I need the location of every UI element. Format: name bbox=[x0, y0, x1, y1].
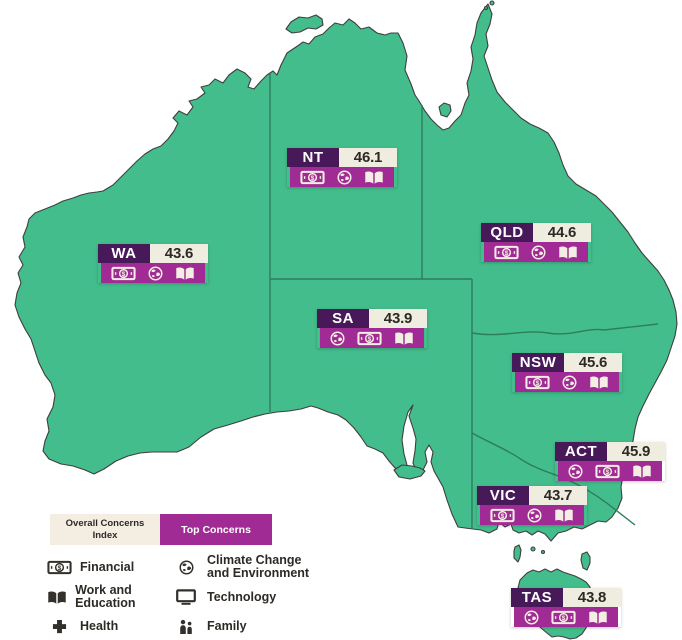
legend-header: Overall Concerns Index Top Concerns bbox=[50, 514, 272, 545]
technology-icon bbox=[176, 589, 196, 605]
work-education-icon bbox=[175, 266, 195, 281]
financial-icon bbox=[300, 170, 325, 185]
state-abbrev: NT bbox=[287, 148, 339, 167]
state-abbrev: ACT bbox=[555, 442, 607, 461]
health-icon bbox=[52, 619, 67, 634]
legend-item-label: Financial bbox=[80, 559, 135, 574]
state-label-tas: TAS 43.8 bbox=[511, 588, 621, 627]
state-label-nsw: NSW 45.6 bbox=[512, 353, 622, 392]
financial-icon bbox=[490, 508, 515, 523]
financial-icon bbox=[595, 464, 620, 479]
state-label-nt: NT 46.1 bbox=[287, 148, 397, 187]
climate-icon bbox=[148, 266, 163, 281]
concerns-index-value: 46.1 bbox=[339, 148, 397, 167]
climate-icon bbox=[562, 375, 577, 390]
small-islands bbox=[285, 0, 591, 571]
work-education-icon bbox=[394, 331, 414, 346]
state-abbrev: VIC bbox=[477, 486, 529, 505]
state-abbrev: TAS bbox=[511, 588, 563, 607]
mainland-path bbox=[14, 3, 678, 542]
legend-index-box: Overall Concerns Index bbox=[50, 514, 160, 545]
work-education-icon bbox=[364, 170, 384, 185]
financial-icon bbox=[111, 266, 136, 281]
climate-icon bbox=[330, 331, 345, 346]
state-abbrev: SA bbox=[317, 309, 369, 328]
family-icon bbox=[178, 619, 194, 635]
state-abbrev: WA bbox=[98, 244, 150, 263]
financial-icon bbox=[551, 610, 576, 625]
work-education-icon bbox=[588, 610, 608, 625]
work-education-icon bbox=[632, 464, 652, 479]
concerns-index-value: 43.7 bbox=[529, 486, 587, 505]
climate-icon bbox=[337, 170, 352, 185]
top-concerns-bar bbox=[480, 505, 584, 525]
top-concerns-bar bbox=[484, 242, 588, 262]
climate-icon bbox=[531, 245, 546, 260]
financial-icon bbox=[525, 375, 550, 390]
state-borders bbox=[269, 74, 659, 528]
legend-item-climate: Climate Change and Environment bbox=[173, 553, 323, 581]
climate-icon bbox=[527, 508, 542, 523]
financial-icon bbox=[357, 331, 382, 346]
top-concerns-bar bbox=[514, 607, 618, 627]
legend-items: Financial Work and Education Health Clim… bbox=[46, 553, 323, 639]
state-label-vic: VIC 43.7 bbox=[477, 486, 587, 525]
legend-top-concerns-box: Top Concerns bbox=[160, 514, 272, 545]
state-abbrev: QLD bbox=[481, 223, 533, 242]
legend-item-label: Climate Change and Environment bbox=[207, 553, 310, 581]
concerns-index-value: 44.6 bbox=[533, 223, 591, 242]
work-education-icon bbox=[558, 245, 578, 260]
climate-icon bbox=[179, 560, 194, 575]
climate-icon bbox=[524, 610, 539, 625]
legend-item-label: Technology bbox=[207, 589, 277, 604]
legend-item-label: Health bbox=[80, 618, 119, 633]
legend-item-label: Family bbox=[207, 618, 247, 633]
concerns-index-value: 45.9 bbox=[607, 442, 665, 461]
top-concerns-bar bbox=[558, 461, 662, 481]
top-concerns-bar bbox=[515, 372, 619, 392]
top-concerns-bar bbox=[320, 328, 424, 348]
state-label-qld: QLD 44.6 bbox=[481, 223, 591, 262]
legend-item-financial: Financial bbox=[46, 560, 173, 575]
legend-item-health: Health bbox=[46, 619, 173, 634]
top-concerns-bar bbox=[101, 263, 205, 283]
work-education-icon bbox=[554, 508, 574, 523]
legend-item-label: Work and Education bbox=[75, 583, 136, 611]
concerns-index-value: 43.9 bbox=[369, 309, 427, 328]
legend-item-family: Family bbox=[173, 619, 323, 635]
concerns-index-value: 43.8 bbox=[563, 588, 621, 607]
top-concerns-bar bbox=[290, 167, 394, 187]
work-education-icon bbox=[589, 375, 609, 390]
legend-item-work-education: Work and Education bbox=[46, 584, 173, 610]
concerns-index-value: 45.6 bbox=[564, 353, 622, 372]
state-label-act: ACT 45.9 bbox=[555, 442, 665, 481]
state-abbrev: NSW bbox=[512, 353, 564, 372]
work-education-icon bbox=[47, 590, 67, 605]
legend-item-technology: Technology bbox=[173, 589, 323, 605]
financial-icon bbox=[494, 245, 519, 260]
state-label-sa: SA 43.9 bbox=[317, 309, 427, 348]
state-label-wa: WA 43.6 bbox=[98, 244, 208, 283]
financial-icon bbox=[47, 560, 72, 575]
climate-icon bbox=[568, 464, 583, 479]
concerns-index-value: 43.6 bbox=[150, 244, 208, 263]
